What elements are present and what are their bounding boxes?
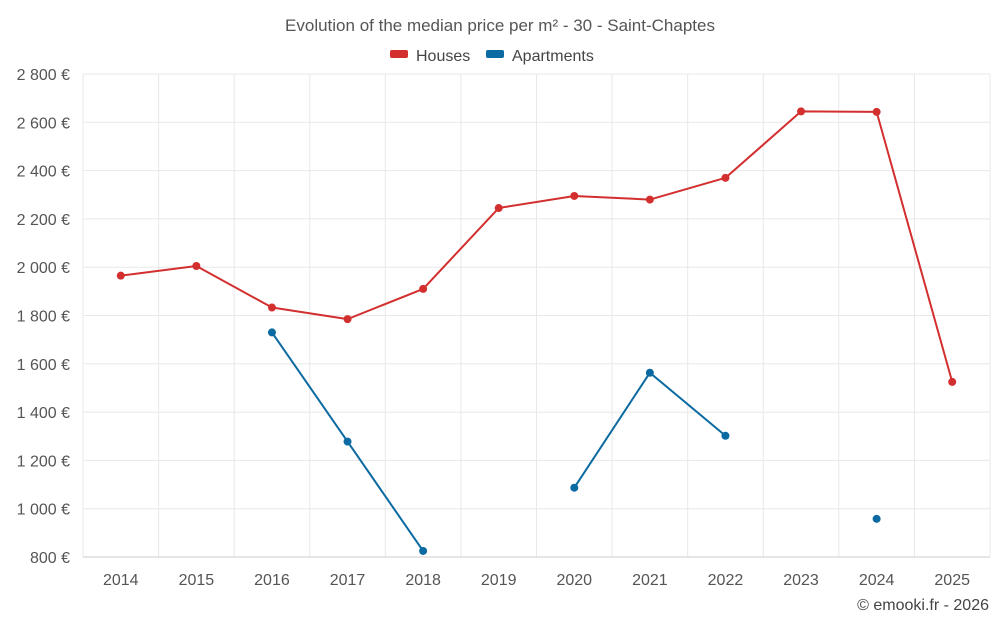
y-tick-label: 2 800 €: [17, 67, 70, 84]
axes: 800 € 1 000 € 1 200 € 1 400 € 1 600 € 1 800 €…: [17, 67, 990, 589]
x-tick-label: 2023: [783, 572, 819, 589]
data-point-houses-2019[interactable]: [494, 204, 503, 213]
y-tick-label: 1 400 €: [17, 405, 70, 422]
y-tick-label: 2 200 €: [17, 212, 70, 229]
data-point-houses-2015[interactable]: [192, 261, 201, 270]
data-point-houses-2021[interactable]: [645, 195, 654, 204]
data-point-apartments-2022[interactable]: [721, 431, 730, 440]
data-point-houses-2018[interactable]: [419, 284, 428, 293]
x-tick-label: 2020: [556, 572, 592, 589]
legend-label-houses: Houses: [416, 48, 470, 65]
legend-item-apartments[interactable]: Apartments: [486, 48, 594, 65]
x-tick-label: 2025: [934, 572, 970, 589]
legend-item-houses[interactable]: Houses: [390, 48, 470, 65]
y-tick-label: 800 €: [30, 550, 70, 567]
series-plot: [116, 107, 957, 555]
data-point-apartments-2017[interactable]: [343, 437, 352, 446]
y-tick-label: 1 800 €: [17, 309, 70, 326]
x-tick-label: 2019: [481, 572, 517, 589]
x-tick-label: 2021: [632, 572, 668, 589]
data-point-houses-2024[interactable]: [872, 107, 881, 116]
chart-title: Evolution of the median price per m² - 3…: [285, 16, 715, 35]
data-point-apartments-2024[interactable]: [872, 514, 881, 523]
series-houses: [116, 107, 957, 386]
x-tick-label: 2015: [179, 572, 215, 589]
y-tick-label: 1 200 €: [17, 453, 70, 470]
data-point-houses-2016[interactable]: [267, 303, 276, 312]
x-tick-label: 2024: [859, 572, 895, 589]
legend-swatch-apartments: [486, 50, 504, 58]
data-point-houses-2025[interactable]: [948, 377, 957, 386]
data-point-apartments-2016[interactable]: [267, 328, 276, 337]
data-point-houses-2017[interactable]: [343, 315, 352, 324]
series-line-apartments: [573, 371, 727, 489]
y-tick-label: 2 600 €: [17, 115, 70, 132]
x-tick-label: 2014: [103, 572, 139, 589]
data-point-houses-2022[interactable]: [721, 173, 730, 182]
data-point-houses-2020[interactable]: [570, 191, 579, 200]
data-point-houses-2023[interactable]: [797, 107, 806, 116]
data-point-houses-2014[interactable]: [116, 271, 125, 280]
y-tick-label: 2 400 €: [17, 164, 70, 181]
legend-label-apartments: Apartments: [512, 48, 594, 65]
data-point-apartments-2020[interactable]: [570, 483, 579, 492]
x-tick-label: 2022: [708, 572, 744, 589]
copyright-text: © emooki.fr - 2026: [857, 597, 989, 614]
x-tick-label: 2016: [254, 572, 290, 589]
legend-swatch-houses: [390, 50, 408, 58]
x-tick-label: 2018: [405, 572, 441, 589]
x-tick-label: 2017: [330, 572, 366, 589]
grid: [82, 73, 991, 557]
data-point-apartments-2018[interactable]: [419, 546, 428, 555]
y-tick-label: 1 000 €: [17, 502, 70, 519]
series-line-houses: [120, 110, 954, 383]
y-tick-label: 1 600 €: [17, 357, 70, 374]
series-apartments: [267, 328, 881, 555]
y-tick-label: 2 000 €: [17, 260, 70, 277]
data-point-apartments-2021[interactable]: [645, 368, 654, 377]
legend: Houses Apartments: [390, 48, 594, 65]
